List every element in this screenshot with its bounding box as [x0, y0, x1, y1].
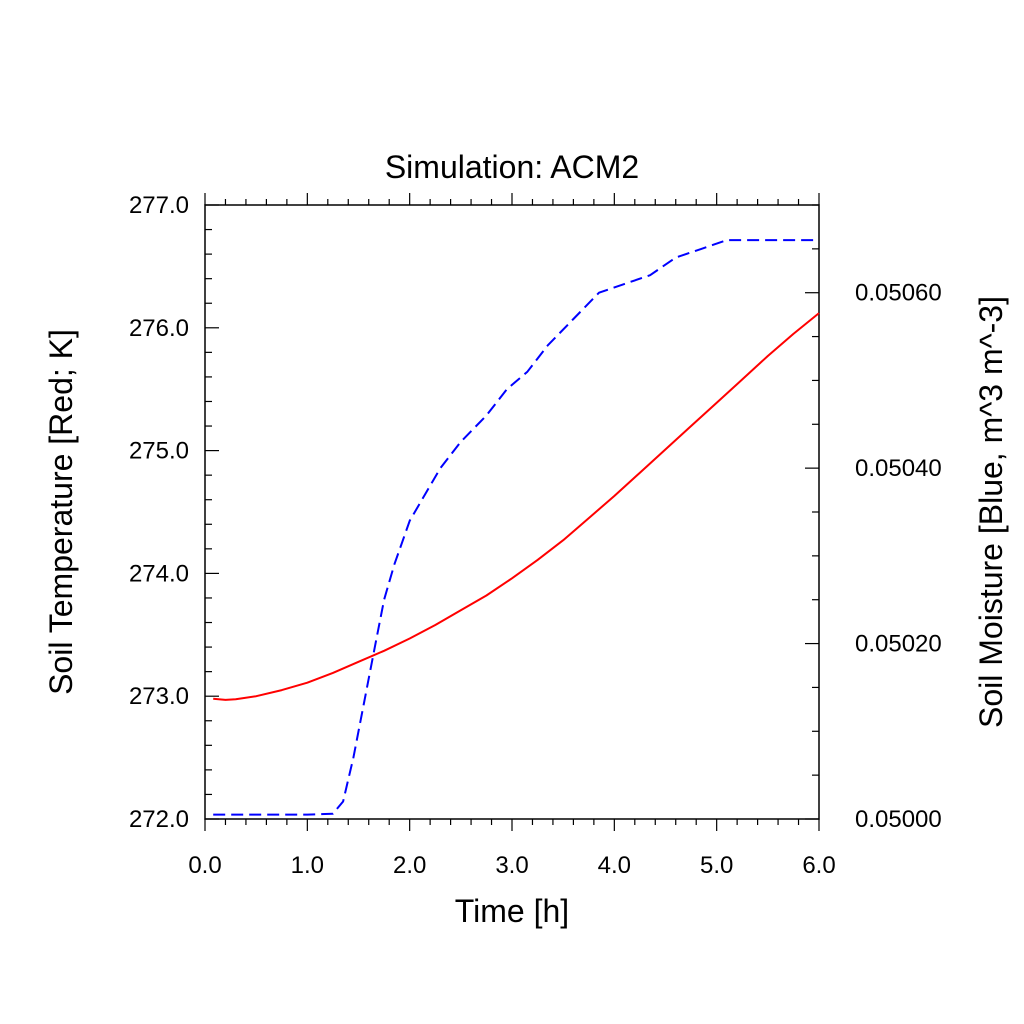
y-right-tick-label: 0.05060 [855, 280, 942, 307]
y-left-tick-label: 275.0 [129, 438, 189, 465]
y-axis-left-label: Soil Temperature [Red; K] [43, 329, 79, 695]
x-tick-label: 0.0 [188, 852, 221, 879]
y-right-tick-label: 0.05020 [855, 631, 942, 658]
x-tick-label: 4.0 [598, 852, 631, 879]
y-left-tick-label: 273.0 [129, 683, 189, 710]
chart-title: Simulation: ACM2 [385, 149, 639, 185]
y-left-tick-label: 274.0 [129, 560, 189, 587]
y-left-tick-label: 277.0 [129, 192, 189, 219]
tick-labels: 0.0 1.0 2.0 3.0 4.0 5.0 6.0 272.0 273.0 274.0 275.… [129, 192, 942, 879]
x-tick-label: 5.0 [700, 852, 733, 879]
y-left-tick-label: 272.0 [129, 806, 189, 833]
plot-frame [204, 204, 820, 820]
y-left-tick-label: 276.0 [129, 315, 189, 342]
soil-temperature-line [213, 312, 820, 701]
y-right-tick-label: 0.05000 [855, 806, 942, 833]
x-tick-label: 1.0 [291, 852, 324, 879]
x-tick-label: 6.0 [802, 852, 835, 879]
x-axis-label: Time [h] [455, 893, 569, 929]
axis-ticks [204, 193, 820, 831]
series-group [213, 239, 820, 816]
x-tick-label: 3.0 [495, 852, 528, 879]
x-tick-label: 2.0 [393, 852, 426, 879]
y-axis-right-label: Soil Moisture [Blue, m^3 m^-3] [973, 296, 1009, 728]
soil-moisture-line [213, 239, 819, 816]
y-right-tick-label: 0.05040 [855, 455, 942, 482]
